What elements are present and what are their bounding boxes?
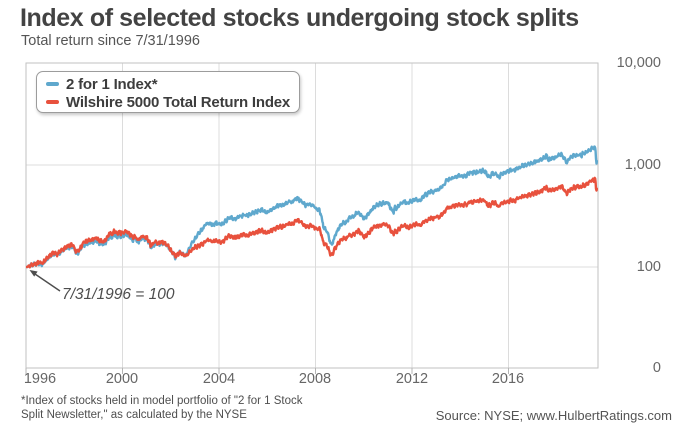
x-axis-label-2016: 2016 bbox=[491, 371, 525, 387]
plot-border bbox=[25, 62, 599, 369]
legend-item-wilshire: Wilshire 5000 Total Return Index bbox=[46, 93, 299, 111]
grid bbox=[25, 62, 599, 374]
footnote: *Index of stocks held in model portfolio… bbox=[21, 394, 303, 422]
x-axis-label-2012: 2012 bbox=[395, 371, 429, 387]
footnote-line1: *Index of stocks held in model portfolio… bbox=[21, 395, 303, 407]
legend-swatch-red-icon bbox=[46, 100, 59, 104]
y-axis-label-0: 0 bbox=[652, 360, 661, 376]
legend-item-2for1: 2 for 1 Index* bbox=[46, 75, 299, 93]
x-axis-label-2000: 2000 bbox=[105, 371, 139, 387]
source-text: Source: NYSE; www.HulbertRatings.com bbox=[435, 408, 672, 423]
x-axis-label-2008: 2008 bbox=[298, 371, 332, 387]
legend-swatch-blue-icon bbox=[46, 82, 59, 86]
x-axis-ticks bbox=[25, 368, 509, 374]
legend-label-2for1: 2 for 1 Index* bbox=[66, 75, 158, 93]
y-axis-label-100: 100 bbox=[636, 259, 661, 275]
legend-label-wilshire: Wilshire 5000 Total Return Index bbox=[66, 93, 291, 111]
x-axis-label-1996: 1996 bbox=[23, 371, 57, 387]
y-axis-label-10000: 10,000 bbox=[616, 55, 661, 71]
legend: 2 for 1 Index* Wilshire 5000 Total Retur… bbox=[36, 71, 300, 113]
y-axis-label-1000: 1,000 bbox=[624, 157, 661, 173]
annotation-arrow bbox=[29, 270, 61, 292]
annotation-label: 7/31/1996 = 100 bbox=[62, 286, 175, 303]
footnote-line2: Split Newsletter," as calculated by the … bbox=[21, 409, 247, 421]
series-line-wilshire bbox=[26, 176, 598, 269]
chart-title: Index of selected stocks undergoing stoc… bbox=[20, 4, 579, 32]
x-axis-label-2004: 2004 bbox=[202, 371, 236, 387]
chart-subtitle: Total return since 7/31/1996 bbox=[21, 33, 200, 49]
